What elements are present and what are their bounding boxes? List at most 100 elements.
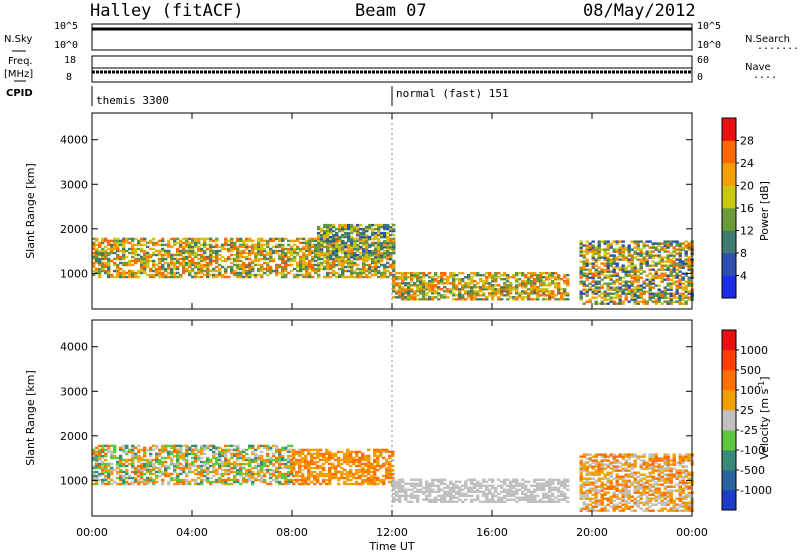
- echo-cell: [410, 294, 414, 297]
- echo-cell: [319, 482, 323, 486]
- echo-cell: [579, 244, 583, 247]
- echo-cell: [365, 275, 369, 279]
- echo-cell: [206, 265, 210, 269]
- echo-cell: [313, 456, 317, 460]
- echo-cell: [278, 480, 282, 484]
- echo-cell: [470, 278, 474, 281]
- echo-cell: [335, 255, 339, 259]
- echo-cell: [494, 284, 498, 287]
- echo-cell: [416, 280, 420, 283]
- echo-cell: [648, 240, 652, 243]
- echo-cell: [373, 470, 377, 474]
- echo-cell: [281, 239, 285, 243]
- echo-cell: [338, 240, 342, 243]
- echo-cell: [212, 444, 216, 448]
- echo-cell: [116, 472, 120, 476]
- echo-cell: [392, 478, 396, 481]
- echo-cell: [554, 298, 558, 301]
- echo-cell: [388, 474, 392, 478]
- echo-cell: [284, 458, 288, 462]
- echo-cell: [458, 294, 462, 297]
- echo-cell: [548, 484, 552, 487]
- echo-cell: [101, 482, 105, 486]
- echo-cell: [391, 464, 395, 468]
- echo-cell: [361, 472, 365, 476]
- echo-cell: [206, 273, 210, 277]
- echo-cell: [98, 259, 102, 263]
- echo-cell: [197, 263, 201, 267]
- echo-cell: [233, 480, 237, 484]
- echo-cell: [612, 256, 616, 259]
- echo-cell: [582, 501, 586, 504]
- echo-cell: [328, 454, 332, 458]
- echo-cell: [440, 478, 444, 481]
- echo-cell: [627, 495, 631, 498]
- echo-cell: [167, 253, 171, 257]
- echo-cell: [600, 507, 604, 510]
- echo-cell: [343, 460, 347, 464]
- echo-cell: [627, 491, 631, 494]
- echo-cell: [203, 273, 207, 277]
- echo-cell: [260, 245, 264, 249]
- echo-cell: [545, 484, 549, 487]
- echo-cell: [600, 284, 604, 287]
- echo-cell: [316, 452, 320, 456]
- echo-cell: [539, 276, 543, 279]
- echo-cell: [218, 456, 222, 460]
- echo-cell: [594, 248, 598, 251]
- echo-cell: [110, 452, 114, 456]
- echo-cell: [350, 237, 354, 241]
- echo-cell: [479, 278, 483, 281]
- echo-cell: [263, 462, 267, 466]
- echo-cell: [269, 247, 273, 251]
- echo-cell: [416, 482, 420, 485]
- echo-cell: [536, 486, 540, 489]
- echo-cell: [545, 294, 549, 297]
- echo-cell: [530, 298, 534, 301]
- echo-cell: [675, 268, 679, 271]
- echo-cell: [269, 255, 273, 259]
- echo-cell: [545, 284, 549, 287]
- echo-cell: [155, 267, 159, 271]
- echo-cell: [290, 239, 294, 243]
- echo-cell: [355, 468, 359, 472]
- echo-cell: [356, 275, 360, 279]
- echo-cell: [594, 282, 598, 285]
- echo-cell: [401, 292, 405, 295]
- echo-cell: [326, 233, 330, 237]
- echo-cell: [158, 474, 162, 478]
- echo-cell: [122, 480, 126, 484]
- echo-cell: [290, 460, 294, 464]
- echo-cell: [407, 488, 411, 491]
- echo-cell: [358, 474, 362, 478]
- echo-cell: [146, 482, 150, 486]
- echo-cell: [431, 292, 435, 295]
- echo-cell: [542, 482, 546, 485]
- echo-cell: [588, 300, 592, 303]
- echo-cell: [600, 493, 604, 496]
- echo-cell: [110, 470, 114, 474]
- echo-cell: [518, 292, 522, 295]
- echo-cell: [257, 470, 261, 474]
- echo-cell: [188, 249, 192, 253]
- echo-cell: [588, 242, 592, 245]
- echo-cell: [200, 263, 204, 267]
- station-title: Halley (fitACF): [90, 1, 244, 21]
- echo-cell: [603, 455, 607, 458]
- echo-cell: [678, 258, 682, 261]
- echo-cell: [512, 276, 516, 279]
- echo-cell: [419, 282, 423, 285]
- echo-cell: [185, 237, 189, 241]
- echo-cell: [356, 239, 360, 243]
- echo-cell: [669, 258, 673, 261]
- echo-cell: [254, 251, 258, 255]
- echo-cell: [131, 448, 135, 452]
- echo-cell: [621, 268, 625, 271]
- echo-cell: [316, 466, 320, 470]
- echo-cell: [636, 274, 640, 277]
- echo-cell: [491, 294, 495, 297]
- echo-cell: [591, 254, 595, 257]
- echo-cell: [299, 249, 303, 253]
- echo-cell: [461, 280, 465, 283]
